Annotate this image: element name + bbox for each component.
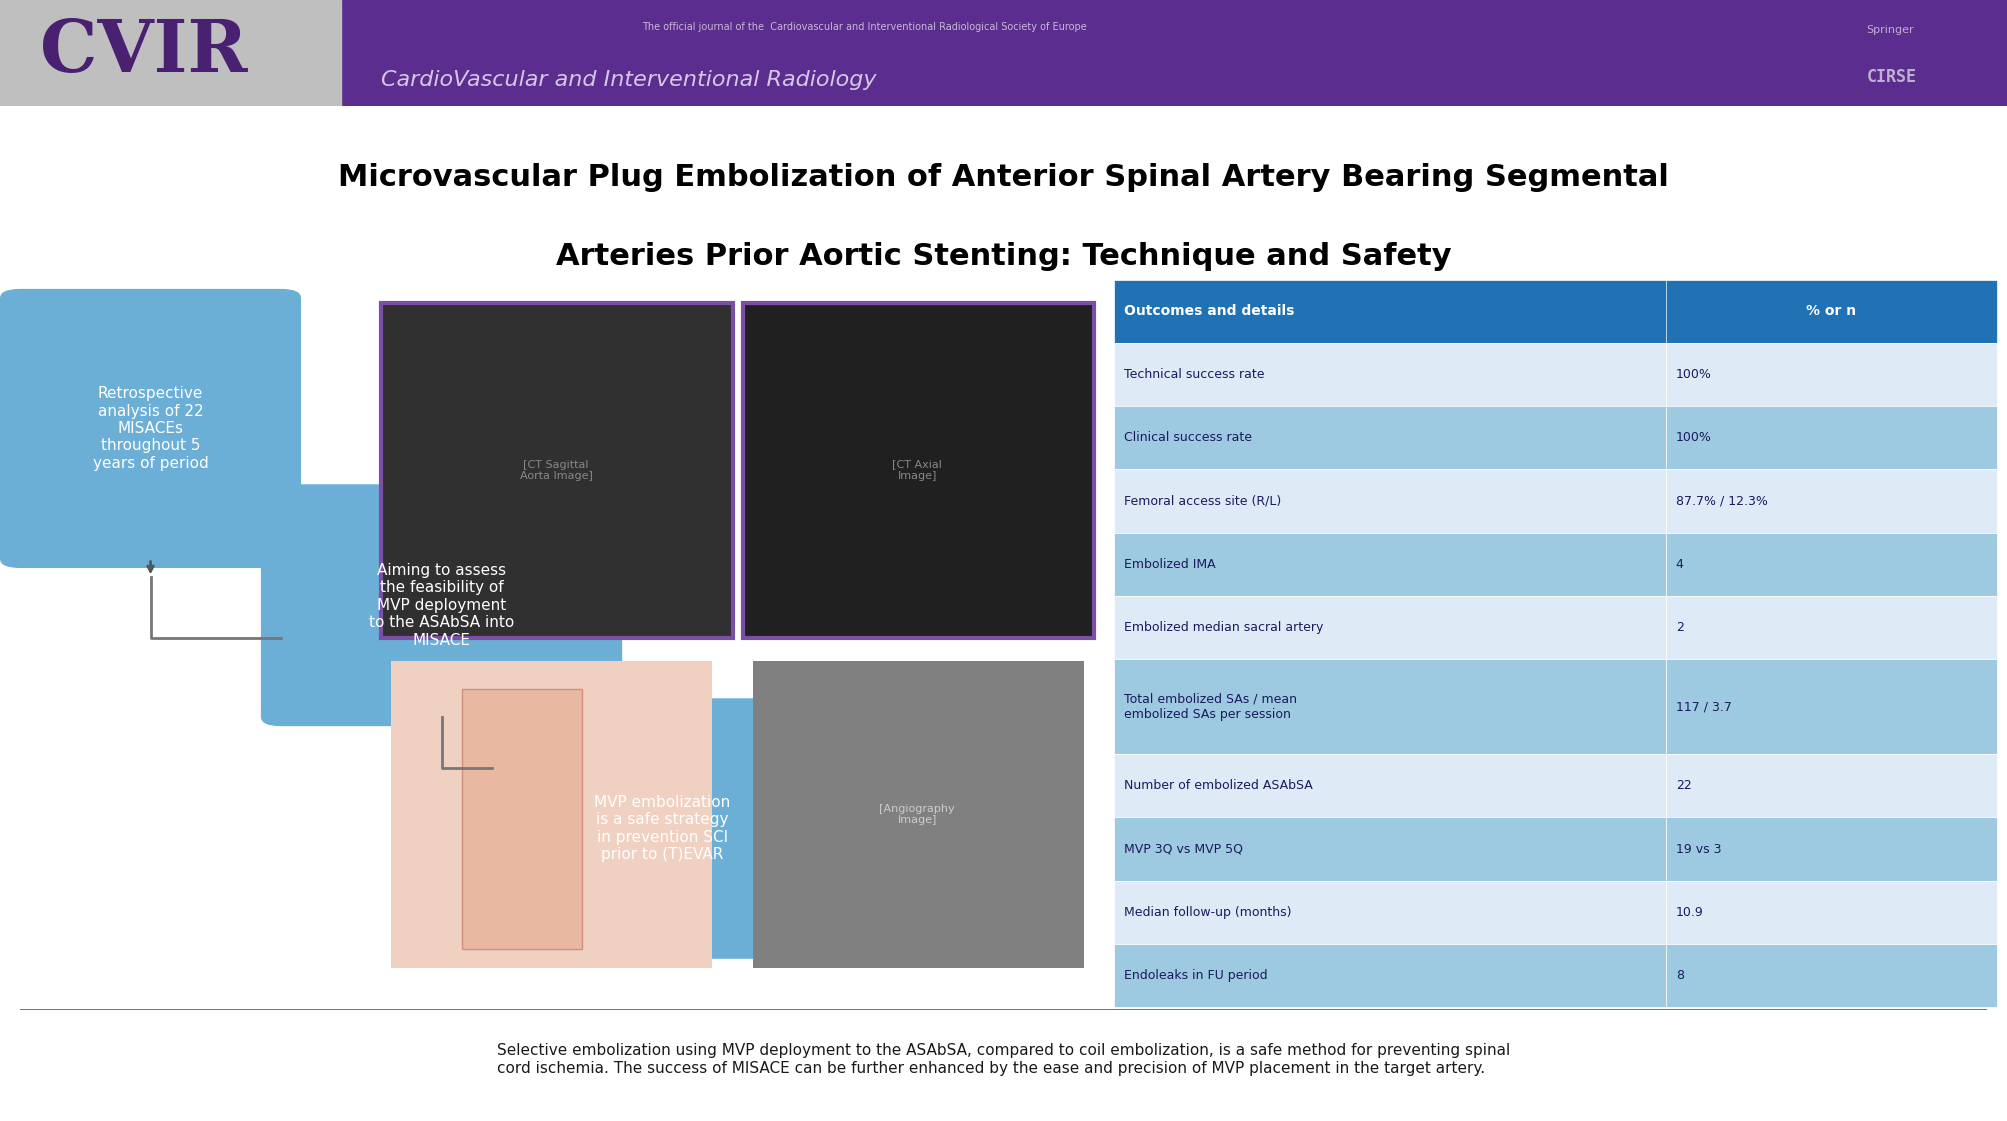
Text: Femoral access site (R/L): Femoral access site (R/L)	[1124, 494, 1280, 508]
Text: Embolized IMA: Embolized IMA	[1124, 558, 1216, 571]
Text: [CT Axial
Image]: [CT Axial Image]	[893, 460, 941, 481]
Bar	[1114, 817, 1666, 881]
Text: Retrospective
analysis of 22
MISACEs
throughout 5
years of period: Retrospective analysis of 22 MISACEs thr…	[92, 386, 209, 471]
Text: Median follow-up (months): Median follow-up (months)	[1124, 906, 1291, 919]
Bar	[0, 0, 341, 106]
Bar	[1114, 659, 1666, 754]
Text: [Angiography
Image]: [Angiography Image]	[879, 804, 955, 825]
Text: 10.9: 10.9	[1676, 906, 1704, 919]
Bar	[1114, 532, 1666, 596]
FancyBboxPatch shape	[261, 484, 622, 726]
Text: Springer: Springer	[1867, 25, 1915, 35]
Bar	[1666, 817, 1997, 881]
Text: MVP embolization
is a safe strategy
in prevention SCI
prior to (T)EVAR: MVP embolization is a safe strategy in p…	[594, 795, 731, 862]
Bar	[1666, 596, 1997, 659]
Bar	[1666, 659, 1997, 754]
Bar	[1666, 881, 1997, 944]
Text: Outcomes and details: Outcomes and details	[1124, 304, 1295, 318]
Text: 19 vs 3: 19 vs 3	[1676, 843, 1722, 855]
Text: 4: 4	[1676, 558, 1684, 571]
Text: 100%: 100%	[1676, 432, 1712, 444]
Text: 2: 2	[1676, 621, 1684, 634]
Bar	[1114, 596, 1666, 659]
Text: 100%: 100%	[1676, 368, 1712, 381]
Bar	[1114, 881, 1666, 944]
Text: Selective embolization using MVP deployment to the ASAbSA, compared to coil embo: Selective embolization using MVP deploym…	[498, 1044, 1509, 1075]
Bar	[1114, 406, 1666, 470]
Text: Embolized median sacral artery: Embolized median sacral artery	[1124, 621, 1323, 634]
Bar	[462, 689, 582, 949]
Text: 22: 22	[1676, 779, 1692, 793]
Text: The official journal of the  Cardiovascular and Interventional Radiological Soci: The official journal of the Cardiovascul…	[642, 21, 1088, 31]
Bar	[391, 661, 712, 969]
FancyBboxPatch shape	[0, 289, 301, 568]
Bar	[1114, 343, 1666, 406]
Text: CIRSE: CIRSE	[1867, 67, 1917, 85]
Text: Microvascular Plug Embolization of Anterior Spinal Artery Bearing Segmental: Microvascular Plug Embolization of Anter…	[337, 163, 1670, 192]
Bar	[753, 661, 1084, 969]
Bar	[1114, 754, 1666, 817]
Text: 8: 8	[1676, 969, 1684, 982]
FancyBboxPatch shape	[743, 303, 1094, 638]
Text: MVP 3Q vs MVP 5Q: MVP 3Q vs MVP 5Q	[1124, 843, 1242, 855]
Bar	[1666, 532, 1997, 596]
Bar	[1666, 944, 1997, 1007]
Bar	[1666, 470, 1997, 532]
Text: Endoleaks in FU period: Endoleaks in FU period	[1124, 969, 1268, 982]
Text: Number of embolized ASAbSA: Number of embolized ASAbSA	[1124, 779, 1313, 793]
Text: CardioVascular and Interventional Radiology: CardioVascular and Interventional Radiol…	[381, 70, 877, 90]
Text: 117 / 3.7: 117 / 3.7	[1676, 701, 1732, 713]
Text: Technical success rate: Technical success rate	[1124, 368, 1264, 381]
Text: % or n: % or n	[1806, 304, 1856, 318]
Text: 87.7% / 12.3%: 87.7% / 12.3%	[1676, 494, 1768, 508]
Text: Arteries Prior Aortic Stenting: Technique and Safety: Arteries Prior Aortic Stenting: Techniqu…	[556, 242, 1451, 271]
Text: Total embolized SAs / mean
embolized SAs per session: Total embolized SAs / mean embolized SAs…	[1124, 693, 1297, 721]
FancyBboxPatch shape	[381, 303, 733, 638]
Text: [CT Sagittal
Aorta Image]: [CT Sagittal Aorta Image]	[520, 460, 592, 481]
FancyBboxPatch shape	[472, 698, 853, 958]
Text: CVIR: CVIR	[40, 17, 247, 87]
Text: Aiming to assess
the feasibility of
MVP deployment
to the ASAbSA into
MISACE: Aiming to assess the feasibility of MVP …	[369, 563, 514, 648]
Text: Clinical success rate: Clinical success rate	[1124, 432, 1252, 444]
Bar	[1666, 754, 1997, 817]
Bar	[1666, 406, 1997, 470]
FancyBboxPatch shape	[0, 1008, 2007, 1111]
Bar	[1114, 944, 1666, 1007]
Bar	[1114, 470, 1666, 532]
Bar	[1666, 343, 1997, 406]
Bar	[1114, 279, 1997, 343]
